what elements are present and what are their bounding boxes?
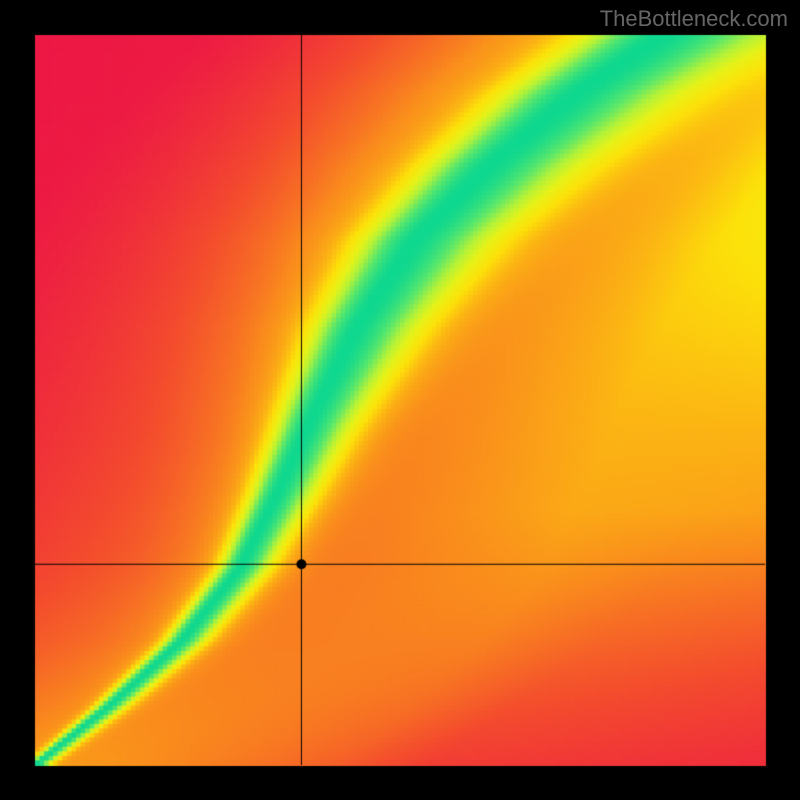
chart-container: TheBottleneck.com — [0, 0, 800, 800]
bottleneck-heatmap — [0, 0, 800, 800]
watermark-label: TheBottleneck.com — [600, 6, 788, 32]
